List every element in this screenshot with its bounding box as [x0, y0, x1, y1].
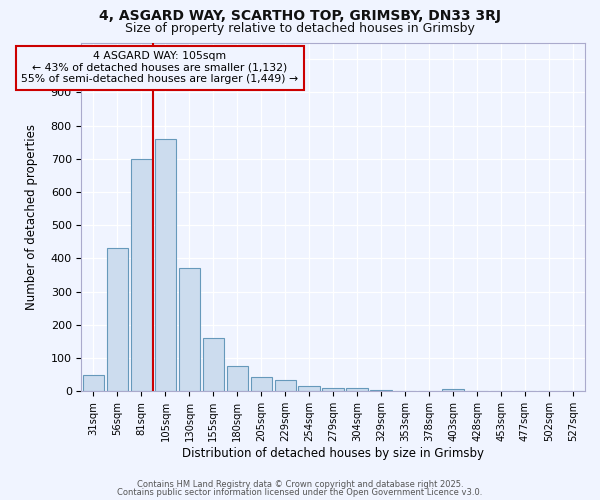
Text: 4, ASGARD WAY, SCARTHO TOP, GRIMSBY, DN33 3RJ: 4, ASGARD WAY, SCARTHO TOP, GRIMSBY, DN3…	[99, 9, 501, 23]
X-axis label: Distribution of detached houses by size in Grimsby: Distribution of detached houses by size …	[182, 447, 484, 460]
Y-axis label: Number of detached properties: Number of detached properties	[25, 124, 38, 310]
Bar	[275, 380, 296, 392]
Bar	[346, 388, 368, 392]
Text: 4 ASGARD WAY: 105sqm
← 43% of detached houses are smaller (1,132)
55% of semi-de: 4 ASGARD WAY: 105sqm ← 43% of detached h…	[21, 51, 298, 84]
Text: Size of property relative to detached houses in Grimsby: Size of property relative to detached ho…	[125, 22, 475, 35]
Bar	[179, 268, 200, 392]
Bar	[131, 159, 152, 392]
Bar	[298, 386, 320, 392]
Bar	[370, 390, 392, 392]
Bar	[203, 338, 224, 392]
Bar	[155, 139, 176, 392]
Text: Contains HM Land Registry data © Crown copyright and database right 2025.: Contains HM Land Registry data © Crown c…	[137, 480, 463, 489]
Bar	[227, 366, 248, 392]
Text: Contains public sector information licensed under the Open Government Licence v3: Contains public sector information licen…	[118, 488, 482, 497]
Bar	[442, 388, 464, 392]
Bar	[107, 248, 128, 392]
Bar	[251, 378, 272, 392]
Bar	[83, 374, 104, 392]
Bar	[322, 388, 344, 392]
